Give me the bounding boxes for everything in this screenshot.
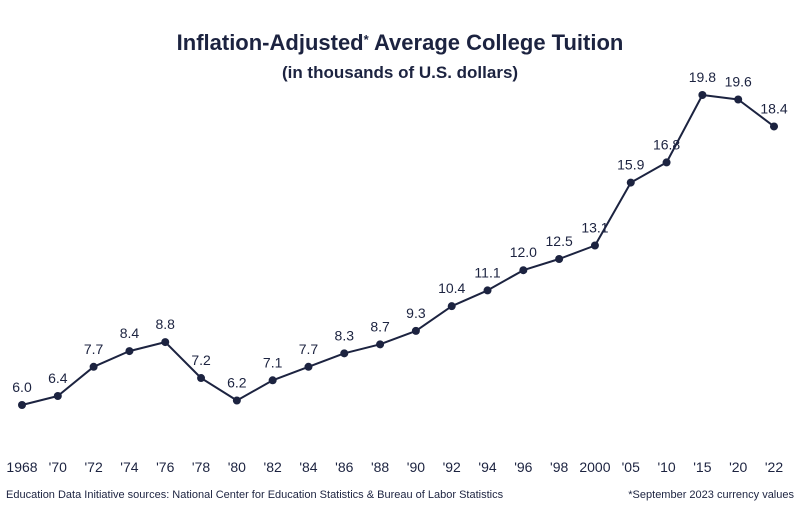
data-label: 16.8 xyxy=(653,136,680,152)
data-point xyxy=(161,338,170,347)
data-point xyxy=(304,362,313,371)
data-point xyxy=(268,376,277,385)
data-point-layer xyxy=(18,91,778,409)
data-point xyxy=(483,286,492,295)
data-label: 18.4 xyxy=(760,100,787,116)
x-tick-label: '80 xyxy=(228,459,246,475)
chart-subtitle: (in thousands of U.S. dollars) xyxy=(281,63,519,82)
data-point xyxy=(376,340,385,349)
data-point xyxy=(770,122,778,131)
data-label: 7.7 xyxy=(299,341,319,357)
data-label: 7.7 xyxy=(84,341,104,357)
chart-title-main: Inflation-Adjusted xyxy=(176,30,364,55)
x-tick-label: '84 xyxy=(299,459,317,475)
data-point xyxy=(662,158,671,167)
x-tick-label: '90 xyxy=(407,459,425,475)
data-label: 9.3 xyxy=(406,305,426,321)
x-tick-label: 1968 xyxy=(6,459,37,475)
data-label: 13.1 xyxy=(581,220,608,236)
chart-title-asterisk: * xyxy=(363,32,369,47)
x-tick-label: '05 xyxy=(622,459,640,475)
data-label: 12.5 xyxy=(546,233,573,249)
data-point xyxy=(590,241,599,250)
data-label-layer: 6.0 6.4 7.7 8.4 8.8 7.2 6.2 7.1 7.7 8.3 8.7 9.3 10.4… xyxy=(12,69,788,395)
x-tick-label: '94 xyxy=(478,459,496,475)
data-point xyxy=(734,95,743,104)
data-label: 6.0 xyxy=(12,379,32,395)
source-note: Education Data Initiative sources: Natio… xyxy=(6,489,504,501)
currency-footnote: *September 2023 currency values xyxy=(628,489,794,501)
data-label: 19.6 xyxy=(725,73,752,89)
data-point xyxy=(53,392,62,401)
series-line-layer xyxy=(21,94,775,406)
data-label: 6.4 xyxy=(48,370,68,386)
data-label: 8.4 xyxy=(120,325,140,341)
data-point xyxy=(232,396,241,405)
x-tick-label: '78 xyxy=(192,459,210,475)
data-label: 8.3 xyxy=(335,327,355,343)
data-point xyxy=(626,178,635,187)
data-label: 11.1 xyxy=(474,264,500,280)
data-point xyxy=(519,266,528,275)
data-point xyxy=(197,374,206,383)
data-label: 8.8 xyxy=(156,316,176,332)
x-tick-label: 2000 xyxy=(579,459,610,475)
data-point xyxy=(447,302,456,311)
x-tick-label: '22 xyxy=(765,459,783,475)
x-axis-tick-layer: 1968 '70 '72 '74 '76 '78 '80 '82 '84 '86 '88 '90 '92… xyxy=(6,459,783,475)
x-tick-label: '74 xyxy=(120,459,138,475)
data-label: 10.4 xyxy=(438,280,465,296)
series-line xyxy=(21,94,775,406)
x-tick-label: '15 xyxy=(693,459,711,475)
data-point xyxy=(555,254,564,263)
x-tick-label: '96 xyxy=(514,459,532,475)
data-label: 8.7 xyxy=(370,318,390,334)
data-label: 19.8 xyxy=(689,69,716,85)
x-tick-label: '86 xyxy=(335,459,353,475)
x-tick-label: '98 xyxy=(550,459,568,475)
x-tick-label: '20 xyxy=(729,459,747,475)
data-label: 7.2 xyxy=(191,352,211,368)
data-point xyxy=(411,326,420,335)
data-point xyxy=(340,349,349,358)
x-tick-label: '70 xyxy=(49,459,67,475)
x-tick-label: '10 xyxy=(657,459,675,475)
data-point xyxy=(125,347,134,356)
data-label: 6.2 xyxy=(227,375,247,391)
data-point xyxy=(18,401,26,409)
data-point xyxy=(89,362,98,371)
data-point xyxy=(698,91,707,99)
x-tick-label: '72 xyxy=(84,459,102,475)
x-tick-label: '76 xyxy=(156,459,174,475)
x-tick-label: '92 xyxy=(443,459,461,475)
data-label: 7.1 xyxy=(263,354,283,370)
data-label: 12.0 xyxy=(510,244,537,260)
x-tick-label: '88 xyxy=(371,459,389,475)
data-label: 15.9 xyxy=(617,157,644,173)
chart-title: Inflation-Adjusted* Average College Tuit… xyxy=(0,30,800,56)
chart-title-rest: Average College Tuition xyxy=(368,30,624,55)
x-tick-label: '82 xyxy=(264,459,282,475)
